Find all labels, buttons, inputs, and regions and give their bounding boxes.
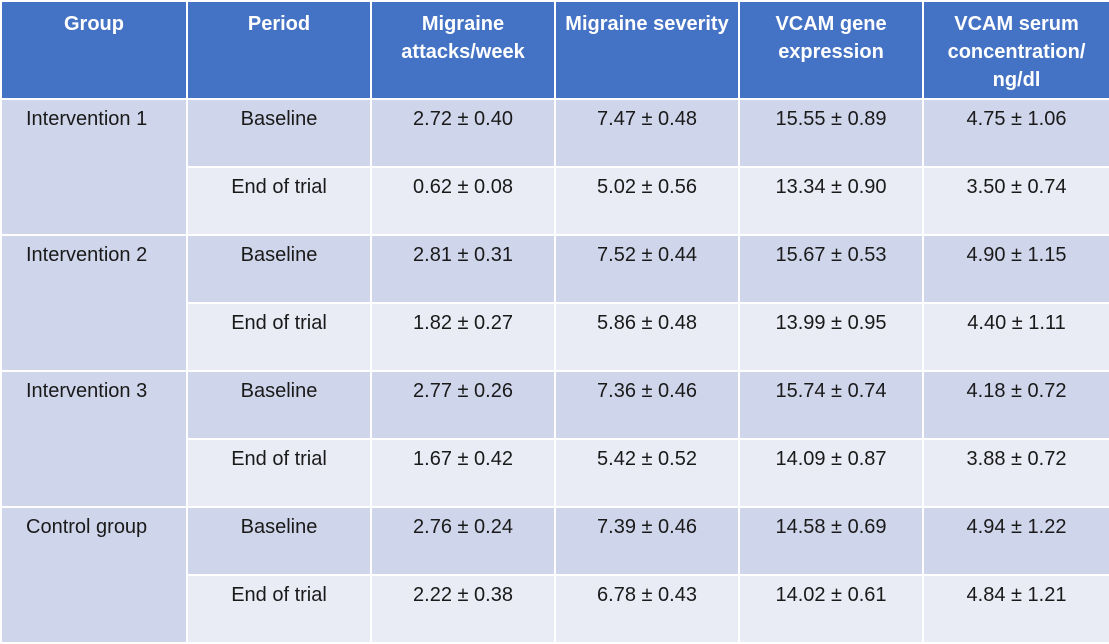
serum-cell: 4.40 ± 1.11 xyxy=(922,302,1109,372)
serum-cell: 3.88 ± 0.72 xyxy=(922,438,1109,508)
severity-cell: 7.47 ± 0.48 xyxy=(554,98,740,168)
period-cell: End of trial xyxy=(186,302,372,372)
group-cell: Intervention 3 xyxy=(0,370,188,508)
group-cell: Control group xyxy=(0,506,188,644)
header-row: Group Period Migraine attacks/week Migra… xyxy=(0,0,1109,100)
header-group: Group xyxy=(0,0,188,100)
severity-cell: 5.42 ± 0.52 xyxy=(554,438,740,508)
attacks-cell: 2.76 ± 0.24 xyxy=(370,506,556,576)
attacks-cell: 2.22 ± 0.38 xyxy=(370,574,556,644)
table-row: Intervention 2 Baseline 2.81 ± 0.31 7.52… xyxy=(0,234,1109,372)
serum-cell: 4.18 ± 0.72 xyxy=(922,370,1109,440)
period-cell: End of trial xyxy=(186,438,372,508)
table-row: End of trial 1.67 ± 0.42 5.42 ± 0.52 14.… xyxy=(1,438,1109,508)
attacks-cell: 2.72 ± 0.40 xyxy=(370,98,556,168)
serum-cell: 3.50 ± 0.74 xyxy=(922,166,1109,236)
header-migraine-severity: Migraine severity xyxy=(554,0,740,100)
serum-cell: 4.75 ± 1.06 xyxy=(922,98,1109,168)
gene-cell: 14.58 ± 0.69 xyxy=(738,506,924,576)
table-row: End of trial 2.22 ± 0.38 6.78 ± 0.43 14.… xyxy=(1,574,1109,644)
period-cell: Baseline xyxy=(186,506,372,576)
attacks-cell: 2.81 ± 0.31 xyxy=(370,234,556,304)
period-cell: Baseline xyxy=(186,98,372,168)
severity-cell: 5.02 ± 0.56 xyxy=(554,166,740,236)
gene-cell: 15.74 ± 0.74 xyxy=(738,370,924,440)
gene-cell: 15.55 ± 0.89 xyxy=(738,98,924,168)
attacks-cell: 2.77 ± 0.26 xyxy=(370,370,556,440)
period-cell: Baseline xyxy=(186,370,372,440)
serum-cell: 4.90 ± 1.15 xyxy=(922,234,1109,304)
header-period: Period xyxy=(186,0,372,100)
severity-cell: 7.52 ± 0.44 xyxy=(554,234,740,304)
group-cell: Intervention 2 xyxy=(0,234,188,372)
gene-cell: 14.02 ± 0.61 xyxy=(738,574,924,644)
header-vcam-serum-concentration: VCAM serum concentration/ ng/dl xyxy=(922,0,1109,100)
group-cell: Intervention 1 xyxy=(0,98,188,236)
severity-cell: 5.86 ± 0.48 xyxy=(554,302,740,372)
table-row: Intervention 1 Baseline 2.72 ± 0.40 7.47… xyxy=(0,98,1109,236)
severity-cell: 6.78 ± 0.43 xyxy=(554,574,740,644)
attacks-cell: 0.62 ± 0.08 xyxy=(370,166,556,236)
table-row: End of trial 0.62 ± 0.08 5.02 ± 0.56 13.… xyxy=(1,166,1109,236)
gene-cell: 13.99 ± 0.95 xyxy=(738,302,924,372)
header-migraine-attacks: Migraine attacks/week xyxy=(370,0,556,100)
period-cell: End of trial xyxy=(186,166,372,236)
header-vcam-gene-expression: VCAM gene expression xyxy=(738,0,924,100)
attacks-cell: 1.67 ± 0.42 xyxy=(370,438,556,508)
gene-cell: 13.34 ± 0.90 xyxy=(738,166,924,236)
attacks-cell: 1.82 ± 0.27 xyxy=(370,302,556,372)
serum-cell: 4.84 ± 1.21 xyxy=(922,574,1109,644)
table-row: Intervention 3 Baseline 2.77 ± 0.26 7.36… xyxy=(0,370,1109,508)
gene-cell: 14.09 ± 0.87 xyxy=(738,438,924,508)
period-cell: End of trial xyxy=(186,574,372,644)
serum-cell: 4.94 ± 1.22 xyxy=(922,506,1109,576)
severity-cell: 7.36 ± 0.46 xyxy=(554,370,740,440)
table-row: End of trial 1.82 ± 0.27 5.86 ± 0.48 13.… xyxy=(1,302,1109,372)
table-row: Control group Baseline 2.76 ± 0.24 7.39 … xyxy=(0,506,1109,644)
gene-cell: 15.67 ± 0.53 xyxy=(738,234,924,304)
severity-cell: 7.39 ± 0.46 xyxy=(554,506,740,576)
period-cell: Baseline xyxy=(186,234,372,304)
